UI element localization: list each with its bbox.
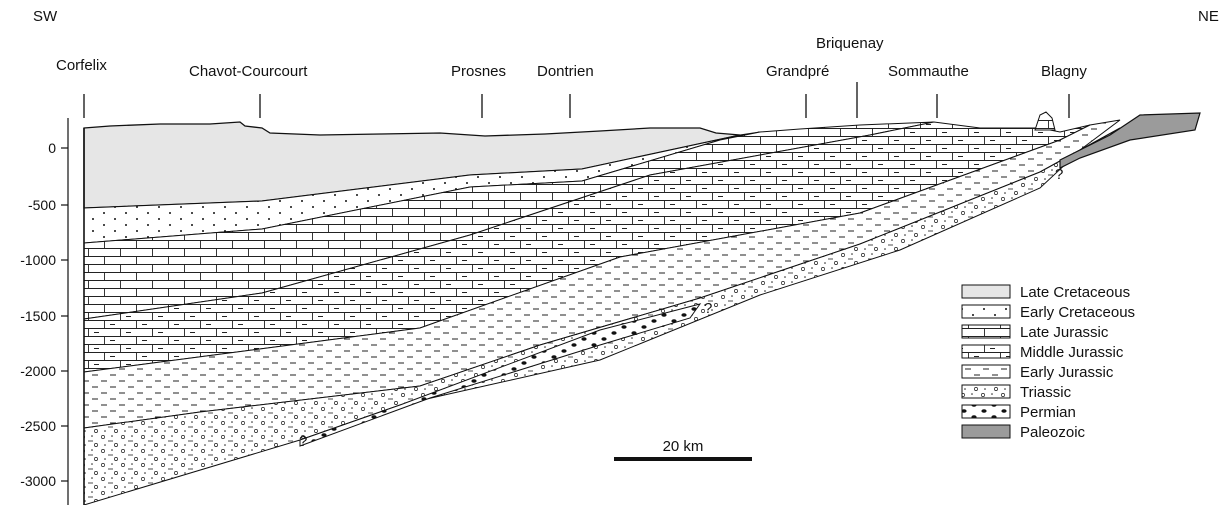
depth-tick-5: -2500 [20, 418, 68, 434]
orientation-left-label: SW [33, 8, 58, 25]
depth-tick-1: -500 [28, 197, 68, 213]
svg-text:Paleozoic: Paleozoic [1020, 424, 1086, 441]
scale-bar-label: 20 km [663, 438, 704, 455]
legend: Late Cretaceous Early Cretaceous Late Ju… [961, 284, 1135, 441]
uncertain-mark-ne: ? [1055, 166, 1063, 183]
svg-text:-1500: -1500 [20, 308, 56, 324]
locality-label-briquenay: Briquenay [816, 35, 884, 52]
scale-bar: 20 km [614, 438, 752, 461]
svg-text:-2500: -2500 [20, 418, 56, 434]
legend-item-middle-jurassic: Middle Jurassic [961, 344, 1124, 361]
svg-text:-500: -500 [28, 197, 56, 213]
locality-label-dontrien: Dontrien [537, 63, 594, 80]
locality-label-corfelix: Corfelix [56, 57, 107, 74]
uncertain-mark-permian-east: ? [704, 300, 712, 317]
legend-item-early-jurassic: Early Jurassic [961, 364, 1114, 381]
locality-label-prosnes: Prosnes [451, 63, 506, 80]
depth-tick-4: -2000 [20, 363, 68, 379]
hill-outcrop [1034, 111, 1056, 131]
unit-paleozoic [1059, 112, 1201, 169]
svg-text:Late Cretaceous: Late Cretaceous [1020, 284, 1130, 301]
depth-tick-2: -1000 [20, 252, 68, 268]
svg-text:-2000: -2000 [20, 363, 56, 379]
locality-label-grandpre: Grandpré [766, 63, 829, 80]
depth-tick-0: 0 [48, 140, 68, 156]
legend-item-early-cretaceous: Early Cretaceous [961, 304, 1135, 321]
svg-text:Early Jurassic: Early Jurassic [1020, 364, 1114, 381]
legend-item-permian: Permian [961, 404, 1076, 421]
svg-text:Early Cretaceous: Early Cretaceous [1020, 304, 1135, 321]
svg-text:-1000: -1000 [20, 252, 56, 268]
legend-item-paleozoic: Paleozoic [961, 424, 1086, 441]
legend-item-late-cretaceous: Late Cretaceous [961, 284, 1130, 301]
cross-section-body [83, 111, 1201, 505]
locality-label-chavot-courcourt: Chavot-Courcourt [189, 63, 308, 80]
legend-item-late-jurassic: Late Jurassic [961, 324, 1109, 341]
depth-tick-6: -3000 [20, 473, 68, 489]
depth-axis: 0 -500 -1000 -1500 -2000 -2500 -3000 [20, 118, 69, 505]
svg-text:Middle Jurassic: Middle Jurassic [1020, 344, 1124, 361]
locality-label-sommauthe: Sommauthe [888, 63, 969, 80]
depth-tick-3: -1500 [20, 308, 68, 324]
svg-text:0: 0 [48, 140, 56, 156]
locality-label-blagny: Blagny [1041, 63, 1087, 80]
unit-permian [299, 303, 702, 447]
orientation-right-label: NE [1198, 8, 1219, 25]
legend-item-triassic: Triassic [961, 384, 1072, 401]
locality-markers [83, 82, 1070, 118]
uncertain-mark-permian-west: ? [299, 433, 307, 450]
svg-text:Late Jurassic: Late Jurassic [1020, 324, 1109, 341]
svg-text:Permian: Permian [1020, 404, 1076, 421]
svg-text:Triassic: Triassic [1020, 384, 1072, 401]
svg-text:-3000: -3000 [20, 473, 56, 489]
